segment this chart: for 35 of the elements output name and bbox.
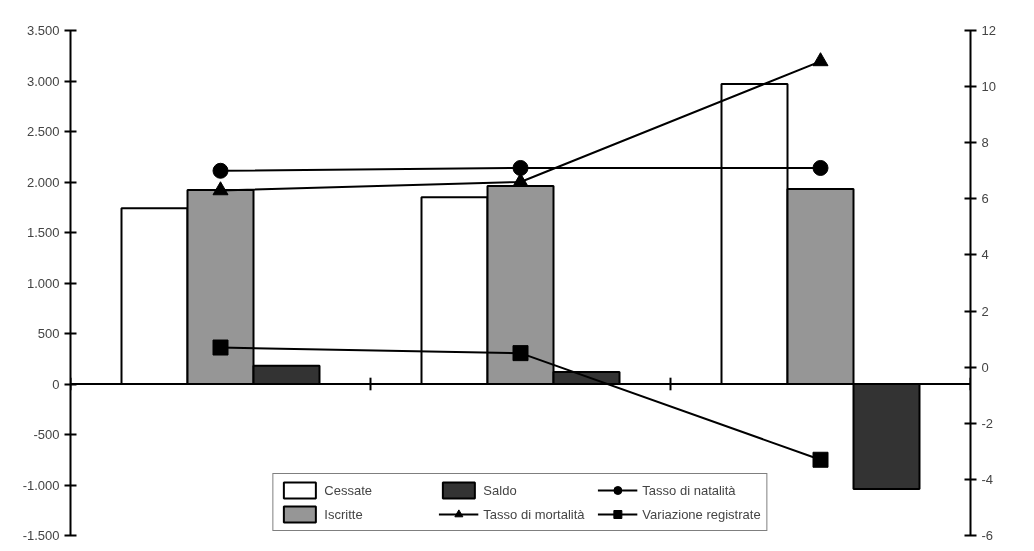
y2-tick-label: 12 <box>981 23 996 38</box>
point <box>512 159 529 176</box>
point <box>812 52 829 67</box>
point <box>212 181 229 196</box>
legend-label: Tasso di natalità <box>642 482 737 498</box>
y-tick-label: -500 <box>33 427 60 442</box>
point <box>812 159 829 176</box>
point <box>212 339 229 356</box>
y-tick-label: 0 <box>52 376 60 392</box>
legend-label: Iscritte <box>324 506 364 522</box>
y2-tick-label: 4 <box>981 247 989 263</box>
y-tick-label: 500 <box>37 326 60 341</box>
y2-tick-label: 8 <box>981 135 989 151</box>
y2-tick-label: 10 <box>981 79 996 95</box>
point <box>212 162 229 179</box>
legend-label: Variazione registrate <box>642 506 761 522</box>
point <box>512 345 529 362</box>
y-tick-label: -1.500 <box>22 528 60 543</box>
y2-tick-label: 6 <box>981 191 989 207</box>
legend-label: Cessate <box>324 482 374 498</box>
y-tick-label: 1.500 <box>26 225 60 240</box>
y-tick-label: 3.500 <box>26 23 60 38</box>
y2-tick-label: 0 <box>981 359 989 375</box>
y-tick-label: -1.000 <box>22 477 60 493</box>
point <box>812 451 829 468</box>
y-tick-label: 2.500 <box>26 124 60 139</box>
y-tick-label: 3.000 <box>26 73 60 89</box>
y-tick-label: 2.000 <box>26 174 60 190</box>
legend-label: Tasso di mortalità <box>483 506 586 522</box>
y2-tick-label: -4 <box>981 471 994 487</box>
y2-tick-label: -2 <box>981 415 994 431</box>
y-tick-label: 1.000 <box>26 275 60 291</box>
legend-label: Saldo <box>483 482 518 498</box>
y2-tick-label: -6 <box>981 528 994 543</box>
y2-tick-label: 2 <box>981 303 989 319</box>
